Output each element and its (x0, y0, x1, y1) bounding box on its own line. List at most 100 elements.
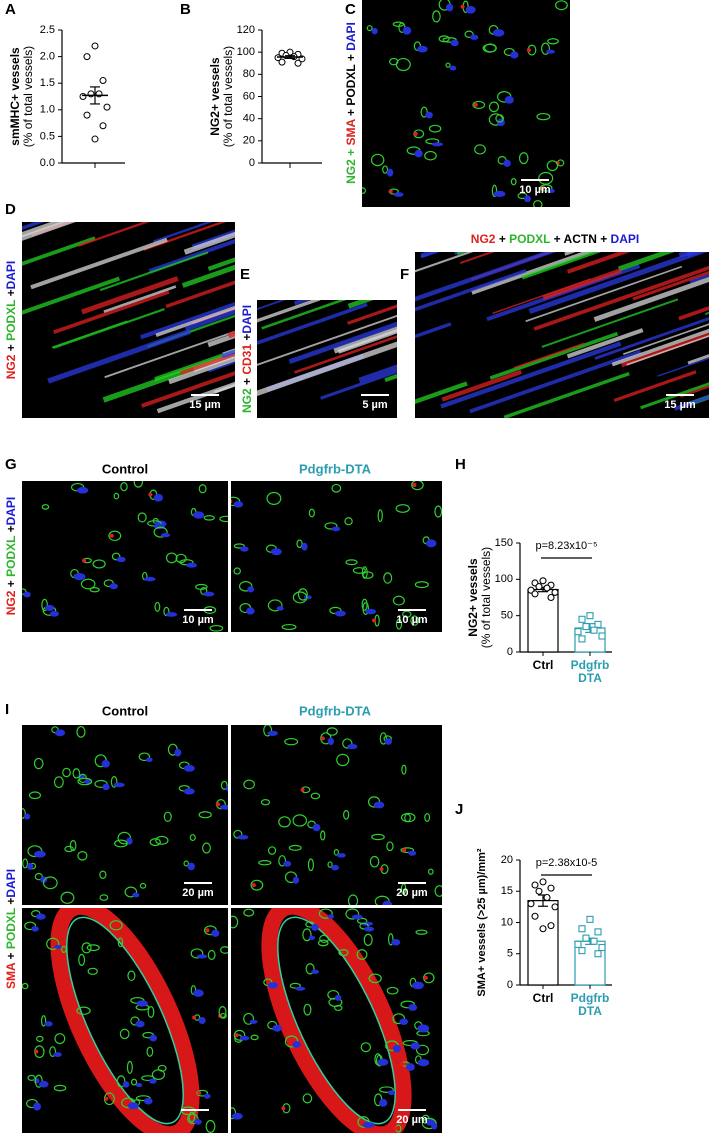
fiber (566, 252, 631, 274)
capillary (205, 1119, 216, 1133)
capillary (410, 615, 419, 626)
capillary (344, 517, 353, 526)
nucleus (283, 860, 292, 867)
capillary (92, 559, 106, 569)
annotation: p=8.23x10⁻⁵ (535, 540, 597, 552)
data-point (551, 903, 559, 911)
nucleus (408, 850, 417, 856)
fiber (77, 222, 150, 247)
micrograph-texture (415, 252, 709, 418)
fiber (22, 236, 96, 266)
capillary (114, 839, 128, 848)
nucleus (270, 548, 282, 556)
capillary (28, 791, 42, 800)
capillary (231, 915, 239, 929)
fiber (320, 369, 397, 400)
micrograph-texture (257, 300, 397, 400)
capillary (357, 1116, 370, 1128)
capillary (109, 920, 123, 931)
nucleus (410, 1042, 421, 1050)
nucleus (136, 1000, 148, 1007)
capillary (195, 583, 208, 590)
nucleus (379, 1098, 388, 1107)
capillary (108, 530, 122, 542)
stain-name: + PODXL + (344, 51, 358, 119)
micrograph (231, 725, 442, 905)
fiber (415, 381, 468, 405)
panel-letter: B (180, 1, 191, 18)
scale-label: 10 µm (182, 614, 214, 626)
nucleus (73, 572, 86, 581)
data-point (531, 590, 539, 598)
data-point (91, 42, 99, 50)
capillary (434, 505, 442, 518)
fiber (257, 314, 397, 366)
nucleus (211, 929, 220, 937)
pericyte (192, 1015, 197, 1020)
fiber (440, 341, 622, 409)
capillary (220, 780, 228, 790)
stain-name: DAPI (4, 261, 18, 290)
panel-letter: J (455, 801, 463, 818)
nucleus (449, 65, 457, 71)
capillary (472, 100, 486, 109)
fiber (623, 323, 709, 355)
capillary (189, 834, 196, 842)
data-point (582, 623, 590, 631)
capillary (368, 973, 382, 984)
pericyte (473, 102, 478, 107)
fiber (471, 252, 595, 295)
fiber (513, 342, 585, 369)
nucleus (84, 778, 91, 784)
capillary (361, 598, 368, 611)
panel-letter: E (240, 266, 250, 283)
capillary (62, 767, 71, 778)
fiber (141, 371, 235, 408)
pericyte (215, 802, 220, 807)
nucleus (183, 764, 195, 772)
nucleus (295, 986, 306, 991)
stain-label: NG2 + PODXL + ACTN + DAPI (471, 232, 639, 246)
y-tick-label: 50 (501, 610, 513, 622)
capillary (77, 851, 88, 861)
capillary (292, 814, 308, 827)
capillary (22, 808, 26, 819)
fiber (415, 252, 474, 273)
data-point (527, 900, 535, 908)
nucleus (393, 192, 404, 197)
nucleus (504, 96, 514, 104)
capillary (292, 591, 308, 604)
capillary (133, 481, 144, 488)
fiber (333, 326, 397, 354)
nucleus (192, 511, 205, 519)
capillary (386, 986, 399, 995)
capillary (533, 200, 543, 207)
stain-name: PODXL (4, 300, 18, 341)
y-tick-label: 0 (249, 157, 255, 169)
nucleus (27, 862, 34, 871)
nucleus (145, 757, 153, 763)
nucleus (49, 610, 59, 617)
nucleus (382, 900, 393, 905)
capillary (220, 946, 228, 954)
stain-name: + (4, 949, 18, 963)
capillary (22, 858, 29, 869)
capillary (342, 738, 353, 749)
scale-label: 5 µm (362, 399, 388, 411)
capillary (363, 933, 373, 946)
data-point (590, 626, 598, 634)
y-tick-label: 100 (495, 573, 513, 585)
capillary (303, 1003, 312, 1016)
capillary (34, 872, 43, 881)
capillary (319, 934, 330, 943)
nucleus (198, 1017, 206, 1025)
fiber (213, 383, 235, 394)
nucleus (387, 1090, 396, 1096)
fiber (261, 300, 347, 330)
y-axis-label: NG2+ vessels (208, 57, 222, 136)
data-point (582, 934, 590, 942)
nucleus (336, 853, 346, 858)
capillary (386, 841, 394, 852)
fiber (347, 300, 374, 309)
